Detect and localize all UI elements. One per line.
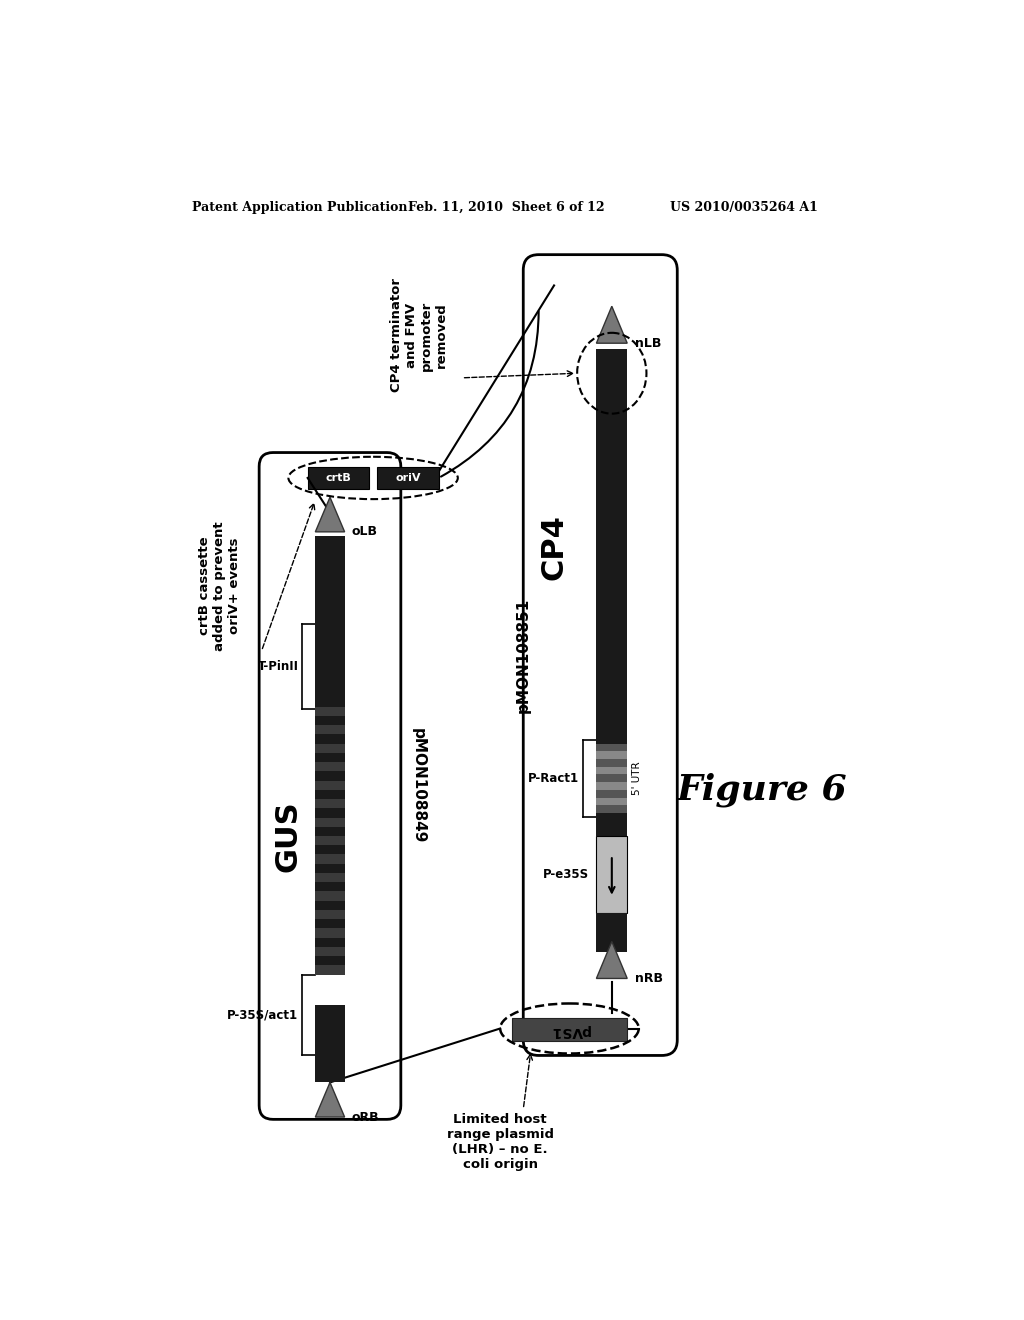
Bar <box>315 789 345 799</box>
Text: Patent Application Publication: Patent Application Publication <box>193 201 408 214</box>
Bar <box>315 873 345 882</box>
Bar <box>596 781 628 789</box>
Bar <box>315 636 345 697</box>
Text: oriV: oriV <box>395 473 421 483</box>
Text: P-e35S: P-e35S <box>543 869 589 880</box>
Bar <box>596 350 628 397</box>
Bar <box>315 780 345 789</box>
Bar <box>596 797 628 805</box>
Text: Feb. 11, 2010  Sheet 6 of 12: Feb. 11, 2010 Sheet 6 of 12 <box>408 201 604 214</box>
Text: Figure 6: Figure 6 <box>677 772 847 807</box>
Text: nRB: nRB <box>635 972 663 985</box>
Bar <box>596 759 628 767</box>
Text: nLB: nLB <box>635 337 662 350</box>
Bar <box>596 767 628 775</box>
Bar <box>315 706 345 715</box>
Bar <box>315 771 345 780</box>
Bar <box>315 891 345 900</box>
Bar <box>315 734 345 743</box>
Polygon shape <box>596 306 628 343</box>
Polygon shape <box>596 941 628 978</box>
Bar <box>596 775 628 781</box>
Bar <box>596 743 628 751</box>
Bar <box>315 715 345 725</box>
Bar <box>315 826 345 836</box>
Bar <box>315 937 345 946</box>
Bar <box>315 965 345 974</box>
Text: oLB: oLB <box>351 525 378 539</box>
Bar <box>315 725 345 734</box>
Bar <box>315 836 345 845</box>
Text: 5' UTR: 5' UTR <box>632 762 642 795</box>
Text: pMON108849: pMON108849 <box>411 729 426 843</box>
Text: P-35S/act1: P-35S/act1 <box>227 1008 298 1022</box>
Bar <box>315 854 345 863</box>
Bar <box>315 863 345 873</box>
Polygon shape <box>315 1082 345 1117</box>
Text: CP4: CP4 <box>540 515 568 581</box>
Bar <box>315 882 345 891</box>
Bar <box>315 1006 345 1082</box>
Bar <box>596 805 628 813</box>
Bar <box>377 467 438 488</box>
Bar <box>315 762 345 771</box>
Bar <box>512 1018 628 1040</box>
Text: CP4 terminator
and FMV
promoter
removed: CP4 terminator and FMV promoter removed <box>390 279 449 392</box>
Bar <box>315 743 345 752</box>
Text: T-PinII: T-PinII <box>257 660 298 673</box>
Text: pVS1: pVS1 <box>549 1024 590 1038</box>
Text: crtB cassette
added to prevent
oriV+ events: crtB cassette added to prevent oriV+ eve… <box>198 521 241 651</box>
Bar <box>315 536 345 636</box>
Bar <box>315 946 345 956</box>
Bar <box>315 817 345 826</box>
Bar <box>315 799 345 808</box>
Bar <box>315 697 345 706</box>
Bar <box>596 836 628 913</box>
Bar <box>315 956 345 965</box>
Bar <box>315 928 345 937</box>
Bar <box>315 919 345 928</box>
Bar <box>596 813 628 836</box>
Bar <box>596 397 628 743</box>
Text: GUS: GUS <box>273 800 302 871</box>
Text: US 2010/0035264 A1: US 2010/0035264 A1 <box>670 201 817 214</box>
Bar <box>596 751 628 759</box>
Bar <box>315 808 345 817</box>
Text: crtB: crtB <box>326 473 351 483</box>
Bar <box>596 913 628 952</box>
Bar <box>315 909 345 919</box>
Text: pMON108851: pMON108851 <box>516 598 530 713</box>
Bar <box>315 752 345 762</box>
Polygon shape <box>315 498 345 532</box>
Text: Limited host
range plasmid
(LHR) – no E.
coli origin: Limited host range plasmid (LHR) – no E.… <box>446 1113 554 1171</box>
Bar <box>315 697 345 974</box>
Text: P-Ract1: P-Ract1 <box>528 772 580 785</box>
Bar <box>307 467 370 488</box>
Text: oRB: oRB <box>351 1110 379 1123</box>
Bar <box>315 900 345 909</box>
Bar <box>596 789 628 797</box>
Bar <box>315 845 345 854</box>
